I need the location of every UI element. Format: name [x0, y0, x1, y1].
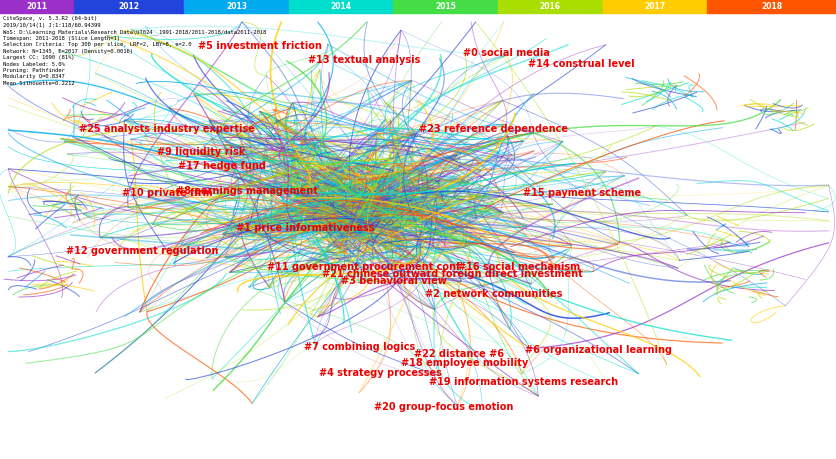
Text: #8 earnings management: #8 earnings management: [176, 185, 318, 196]
Text: #25 analysts industry expertise: #25 analysts industry expertise: [79, 123, 255, 134]
Text: #11 government procurement conf: #11 government procurement conf: [268, 261, 460, 271]
Text: #20 group-focus emotion: #20 group-focus emotion: [374, 401, 512, 411]
Text: 2018: 2018: [761, 2, 782, 11]
Bar: [184, 0, 288, 14]
Text: #3 behavioral view: #3 behavioral view: [340, 275, 446, 285]
Text: #10 private firm: #10 private firm: [122, 188, 212, 198]
Text: #22 distance #6: #22 distance #6: [413, 348, 503, 358]
Bar: [288, 0, 393, 14]
Text: #4 strategy processes: #4 strategy processes: [319, 367, 441, 377]
Text: #0 social media: #0 social media: [462, 48, 549, 58]
Text: 2012: 2012: [118, 2, 140, 11]
Bar: [602, 0, 706, 14]
Text: 2015: 2015: [435, 2, 456, 11]
Text: 2011: 2011: [26, 2, 48, 11]
Text: #19 information systems research: #19 information systems research: [428, 376, 617, 386]
Bar: [0, 0, 74, 14]
Bar: [74, 0, 184, 14]
Text: #6 organizational learning: #6 organizational learning: [524, 344, 671, 354]
Text: #21 chinese outward foreign direct investment: #21 chinese outward foreign direct inves…: [321, 268, 582, 278]
Text: #13 textual analysis: #13 textual analysis: [308, 55, 420, 65]
Text: 2016: 2016: [539, 2, 560, 11]
Bar: [393, 0, 497, 14]
Text: #18 employee mobility: #18 employee mobility: [400, 358, 528, 368]
Text: 2013: 2013: [226, 2, 247, 11]
Text: 2017: 2017: [644, 2, 665, 11]
Text: #5 investment friction: #5 investment friction: [197, 41, 321, 51]
Bar: [706, 0, 836, 14]
Text: #17 hedge fund: #17 hedge fund: [178, 160, 265, 170]
Text: #1 price informativeness: #1 price informativeness: [236, 222, 375, 232]
Text: #15 payment scheme: #15 payment scheme: [522, 188, 640, 198]
Bar: [497, 0, 602, 14]
Text: #23 reference dependence: #23 reference dependence: [419, 123, 568, 134]
Text: #9 liquidity risk: #9 liquidity risk: [156, 146, 245, 157]
Text: #7 combining logics: #7 combining logics: [304, 341, 415, 352]
Text: 2014: 2014: [330, 2, 351, 11]
Text: #2 network communities: #2 network communities: [425, 289, 562, 299]
Text: #12 government regulation: #12 government regulation: [66, 245, 218, 255]
Text: #14 construal level: #14 construal level: [528, 59, 635, 69]
Text: #16 social mechanism: #16 social mechanism: [457, 261, 579, 271]
Text: CiteSpace, v. 5.3.R2 (64-bit)
2019/10/14(1) J:1:118/60.94399
WoS: D:\Learning Ma: CiteSpace, v. 5.3.R2 (64-bit) 2019/10/14…: [3, 16, 266, 85]
